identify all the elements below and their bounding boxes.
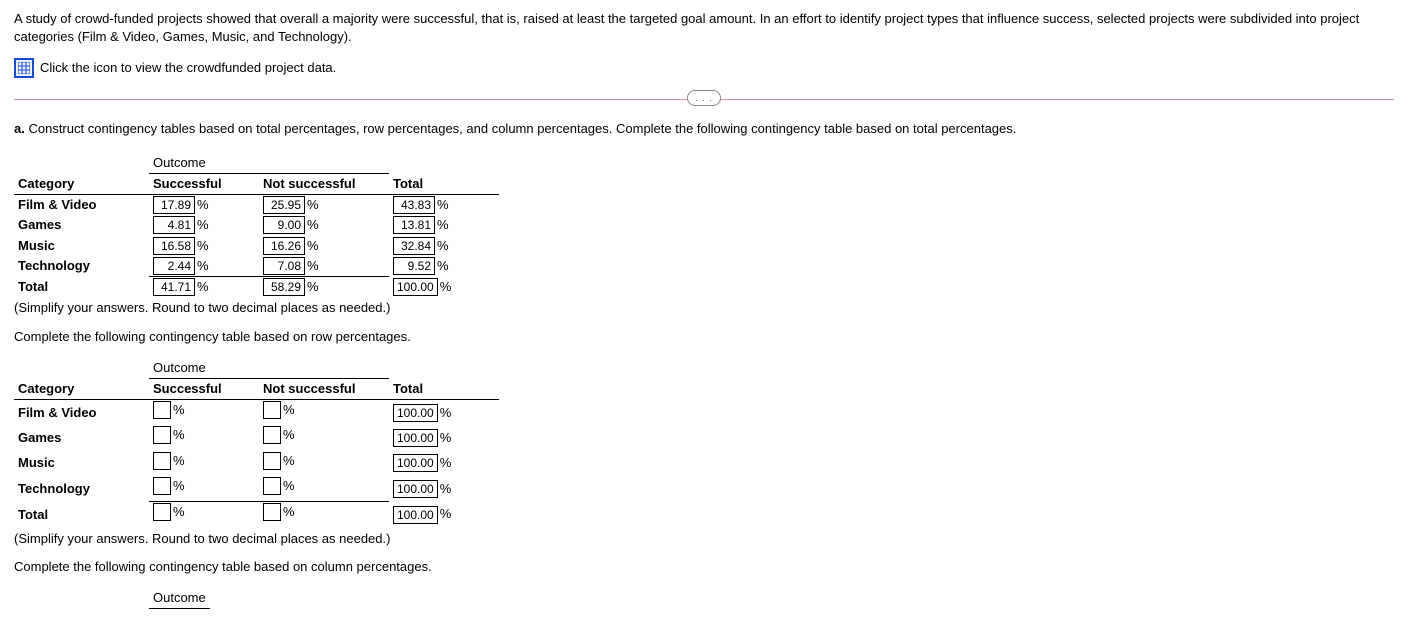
answer-input[interactable]: 58.29 (263, 278, 305, 296)
answer-input[interactable]: 100.00 (393, 429, 438, 447)
answer-input[interactable]: 25.95 (263, 196, 305, 214)
simplify-note: (Simplify your answers. Round to two dec… (14, 530, 1394, 548)
answer-input[interactable]: 9.52 (393, 257, 435, 275)
table-row-pct: Outcome Category Successful Not successf… (14, 358, 499, 528)
table-row: Music 16.58% 16.26% 32.84% (14, 236, 499, 256)
total-header: Total (389, 378, 499, 399)
total-header: Total (389, 173, 499, 194)
table-row: Total 41.71% 58.29% 100.00% (14, 277, 499, 298)
row-label: Games (14, 425, 149, 450)
answer-input[interactable]: 16.58 (153, 237, 195, 255)
outcome-header: Outcome (149, 358, 389, 379)
answer-input[interactable]: 100.00 (393, 506, 438, 524)
answer-input[interactable]: 41.71 (153, 278, 195, 296)
answer-input[interactable]: 9.00 (263, 216, 305, 234)
category-header: Category (14, 173, 149, 194)
table-row: Technology % % 100.00% (14, 476, 499, 502)
table-total-pct: Outcome Category Successful Not successf… (14, 153, 499, 298)
table-row: Film & Video 17.89% 25.95% 43.83% (14, 194, 499, 215)
part-a-label: a. (14, 121, 25, 136)
not-successful-header: Not successful (259, 173, 389, 194)
row-label: Music (14, 451, 149, 476)
successful-header: Successful (149, 378, 259, 399)
data-link-row: Click the icon to view the crowdfunded p… (14, 58, 1394, 78)
table-row: Total % % 100.00% (14, 502, 499, 528)
answer-input[interactable]: 4.81 (153, 216, 195, 234)
answer-input[interactable] (263, 477, 281, 495)
data-link-text[interactable]: Click the icon to view the crowdfunded p… (40, 59, 336, 77)
row-label: Music (14, 236, 149, 256)
answer-input[interactable] (263, 426, 281, 444)
successful-header: Successful (149, 173, 259, 194)
answer-input[interactable] (263, 503, 281, 521)
part-a-text: Construct contingency tables based on to… (28, 121, 1016, 136)
row-label: Technology (14, 256, 149, 277)
answer-input[interactable]: 7.08 (263, 257, 305, 275)
answer-input[interactable] (153, 477, 171, 495)
table-row: Games % % 100.00% (14, 425, 499, 450)
answer-input[interactable]: 32.84 (393, 237, 435, 255)
outcome-header: Outcome (149, 588, 210, 609)
answer-input[interactable]: 100.00 (393, 404, 438, 422)
table-row: Games 4.81% 9.00% 13.81% (14, 215, 499, 235)
intro-text: A study of crowd-funded projects showed … (14, 10, 1394, 46)
table-col-pct: Outcome (14, 588, 320, 609)
table-row: Technology 2.44% 7.08% 9.52% (14, 256, 499, 277)
answer-input[interactable] (153, 426, 171, 444)
answer-input[interactable]: 17.89 (153, 196, 195, 214)
answer-input[interactable] (263, 401, 281, 419)
row-pct-prompt: Complete the following contingency table… (14, 328, 1394, 346)
answer-input[interactable]: 100.00 (393, 278, 438, 296)
row-label: Total (14, 277, 149, 298)
simplify-note: (Simplify your answers. Round to two dec… (14, 299, 1394, 317)
answer-input[interactable]: 100.00 (393, 454, 438, 472)
outcome-header: Outcome (149, 153, 389, 174)
row-label: Film & Video (14, 194, 149, 215)
col-pct-prompt: Complete the following contingency table… (14, 558, 1394, 576)
answer-input[interactable]: 2.44 (153, 257, 195, 275)
part-a-prompt: a. Construct contingency tables based on… (14, 120, 1394, 138)
category-header: Category (14, 378, 149, 399)
answer-input[interactable]: 100.00 (393, 480, 438, 498)
row-label: Technology (14, 476, 149, 502)
table-icon[interactable] (14, 58, 34, 78)
not-successful-header: Not successful (259, 378, 389, 399)
answer-input[interactable]: 43.83 (393, 196, 435, 214)
answer-input[interactable] (263, 452, 281, 470)
answer-input[interactable]: 16.26 (263, 237, 305, 255)
answer-input[interactable] (153, 401, 171, 419)
answer-input[interactable] (153, 503, 171, 521)
answer-input[interactable]: 13.81 (393, 216, 435, 234)
table-row: Film & Video % % 100.00% (14, 400, 499, 426)
row-label: Film & Video (14, 400, 149, 426)
answer-input[interactable] (153, 452, 171, 470)
table-row: Music % % 100.00% (14, 451, 499, 476)
row-label: Total (14, 502, 149, 528)
ellipsis-button[interactable]: . . . (687, 90, 721, 106)
divider: . . . (14, 90, 1394, 108)
row-label: Games (14, 215, 149, 235)
